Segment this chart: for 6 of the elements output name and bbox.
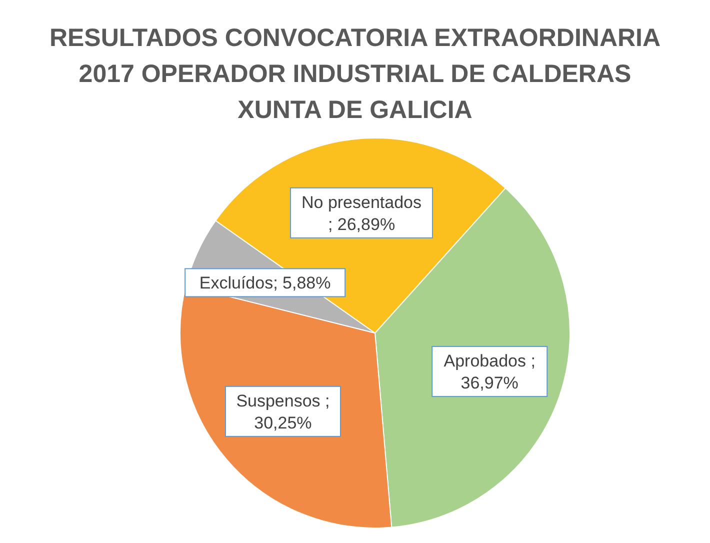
chart-title: RESULTADOS CONVOCATORIA EXTRAORDINARIA 2017 OPERADOR INDUSTRIAL DE CALDERAS XUNTA DE GALICIA (48, 23, 662, 126)
slice-label: Aprobados ; 36,97% (444, 351, 536, 392)
data-label: ; 26,89% (328, 214, 396, 234)
slice-label: No presentados (301, 192, 422, 212)
slice-label: Excluídos; 5,88% (199, 274, 331, 293)
slice-label: Suspensos ; 30,25% (236, 391, 330, 432)
